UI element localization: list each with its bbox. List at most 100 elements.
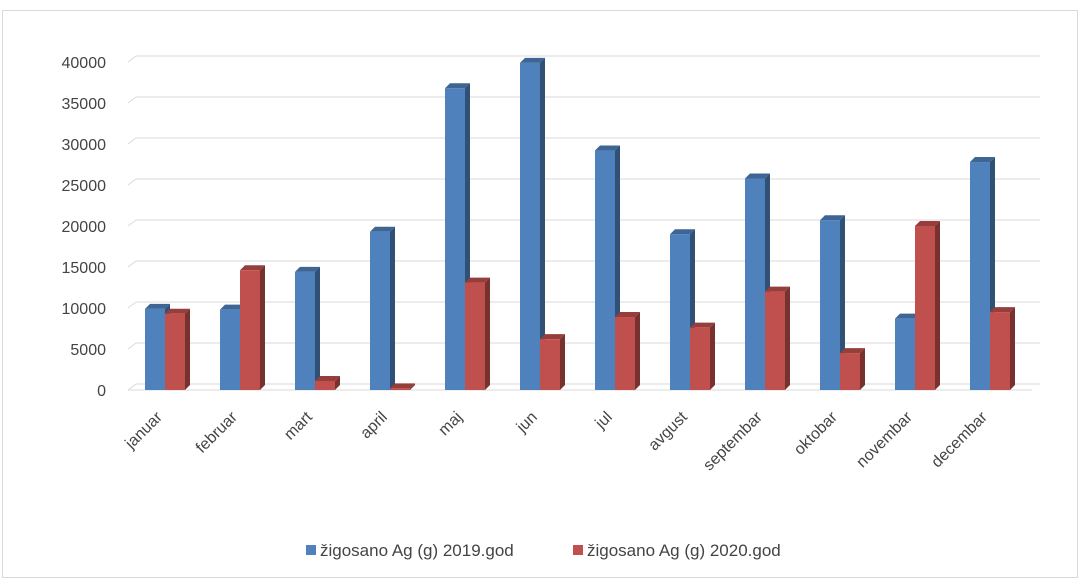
bar-2020-maj [465,277,490,390]
bar-2019-maj [445,83,470,391]
bar-front [240,270,260,390]
bar-front [315,380,335,390]
bar-2020-jul [615,312,640,390]
y-tick-label: 10000 [62,301,107,318]
grid-line-diag [127,55,137,63]
bar-front [915,226,935,390]
bar-side [1010,307,1015,390]
bar-front [970,162,990,390]
x-tick-label: mart [281,408,316,443]
grid-line-diag [127,137,137,145]
bar-front [765,291,785,390]
legend-item: žigosano Ag (g) 2020.god [573,541,781,560]
bar-2020-februar [240,265,265,390]
grid-line-diag [127,178,137,186]
bar-front [220,309,240,390]
x-tick-label: maj [436,409,466,439]
bar-2020-jun [540,334,565,390]
x-tick-label: avgust [645,408,691,454]
grid-line-diag [127,383,137,391]
bar-top [315,375,340,381]
y-tick-label: 0 [97,383,106,400]
bar-front [615,317,635,390]
bar-front [465,282,485,390]
y-tick-label: 40000 [62,55,107,72]
grid-lines [127,55,1040,391]
bar-top [895,313,920,319]
bar-top [445,83,470,89]
bar-top [595,145,620,151]
legend-label: žigosano Ag (g) 2020.god [587,541,781,560]
legend-item: žigosano Ag (g) 2019.god [306,541,514,560]
bar-2020-mart [315,375,340,390]
bar-side [635,312,640,390]
x-axis-ticks: januar februar mart april maj jun jul avgust sep… [122,408,992,474]
y-tick-label: 20000 [62,219,107,236]
bar-top [520,57,545,63]
bars [145,57,1015,391]
bar-side [935,221,940,390]
bar-2020-oktobar [840,348,865,390]
x-tick-label: jul [592,409,616,433]
bar-top [745,173,770,179]
bar-top [220,304,245,310]
bar-side [540,57,545,390]
x-tick-label: novembar [853,408,916,471]
bar-side [560,334,565,390]
bar-2020-avgust [690,322,715,390]
bar-side [260,265,265,390]
grid-line-diag [127,301,137,309]
bar-side [185,308,190,390]
x-tick-label: septembar [700,408,766,474]
bar-top [370,226,395,232]
bar-2019-oktobar [820,215,845,390]
y-axis-ticks: 0 5000 10000 15000 20000 25000 30000 35000 40000 [62,55,107,400]
bar-front [165,313,185,390]
x-tick-label: april [357,409,390,442]
bar-top [970,157,995,163]
bar-front [990,312,1010,390]
grid-line-diag [127,219,137,227]
bar-top [690,322,715,328]
bar-2020-septembar [765,286,790,390]
x-tick-label: januar [122,408,167,453]
bar-front [895,318,915,390]
bar-top [240,265,265,271]
bar-front [840,353,860,390]
bar-top [840,348,865,354]
bar-top [820,215,845,221]
bar-front [370,231,390,390]
bar-top [145,303,170,309]
bar-top [165,308,190,314]
bar-side [410,383,415,390]
grid-line-diag [127,342,137,350]
bar-front [445,88,465,391]
y-tick-label: 15000 [62,260,107,277]
y-tick-label: 25000 [62,178,107,195]
bar-front [295,271,315,390]
legend-swatch [306,545,316,555]
bar-front [745,178,765,390]
bar-side [860,348,865,390]
x-tick-label: decembar [928,408,991,471]
legend-label: žigosano Ag (g) 2019.god [320,541,514,560]
y-tick-label: 5000 [70,342,106,359]
bar-top [670,229,695,235]
legend-swatch [573,545,583,555]
bar-side [485,277,490,390]
bar-front [820,220,840,390]
bar-front [145,308,165,390]
bar-2020-decembar [990,307,1015,390]
bar-top [990,307,1015,313]
bar-top [615,312,640,318]
bar-2019-april [370,226,395,390]
bar-2019-mart [295,266,320,390]
bar-top [540,334,565,340]
bar-2020-april [390,383,415,390]
bar-side [390,226,395,390]
bar-top [465,277,490,283]
bar-side [710,322,715,390]
bar-side [335,375,340,390]
bar-front [595,150,615,390]
